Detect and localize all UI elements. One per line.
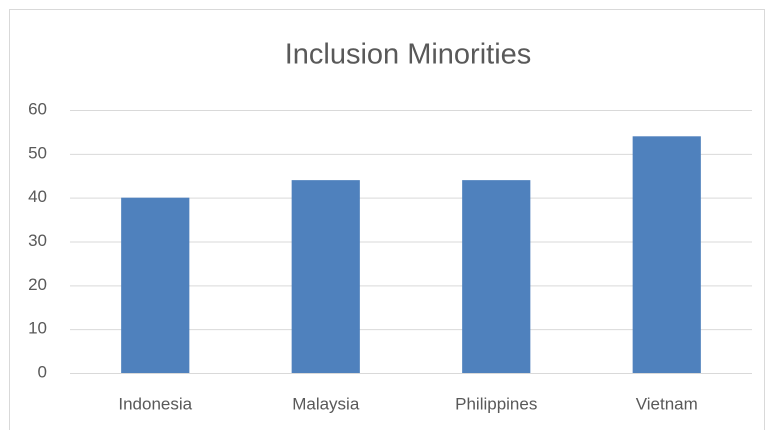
y-tick-label: 10: [28, 319, 47, 338]
bar: [462, 180, 531, 373]
y-tick-label: 20: [28, 275, 47, 294]
x-tick-label: Malaysia: [292, 394, 360, 413]
bar: [632, 136, 701, 373]
x-tick-label: Philippines: [455, 394, 537, 413]
y-tick-label: 60: [28, 99, 47, 118]
bar: [121, 197, 190, 373]
y-tick-label: 30: [28, 231, 47, 250]
x-tick-label: Indonesia: [118, 394, 192, 413]
y-tick-label: 40: [28, 187, 47, 206]
y-tick-label: 50: [28, 143, 47, 162]
chart-title: Inclusion Minorities: [285, 39, 532, 71]
y-tick-label: 0: [38, 362, 47, 381]
bar: [291, 180, 360, 373]
x-tick-label: Vietnam: [636, 394, 698, 413]
